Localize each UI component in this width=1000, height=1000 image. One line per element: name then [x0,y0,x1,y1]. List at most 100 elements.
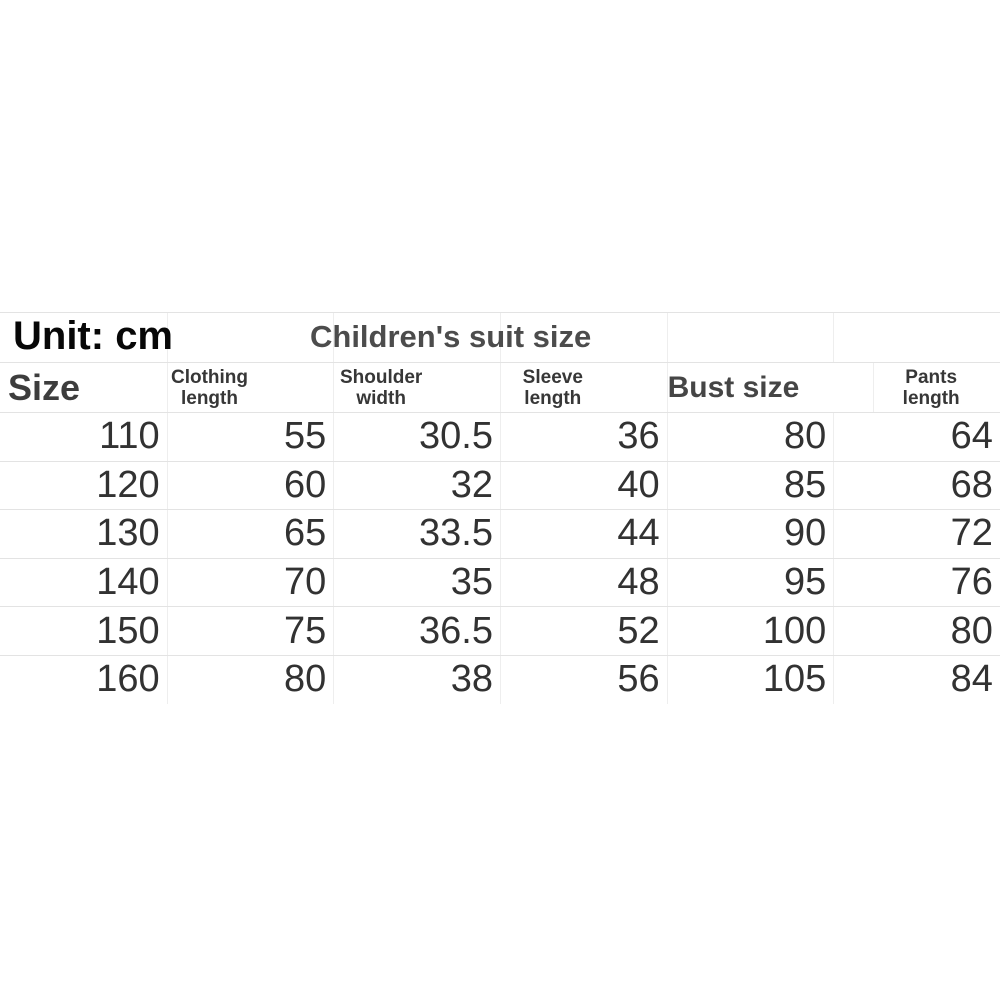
pants-length-cell: 80 [833,607,1000,655]
table-row: 120 60 32 40 85 68 [0,460,1000,510]
title-row-cell [333,313,500,362]
size-value: 160 [96,658,160,701]
clothing-length-cell: 70 [166,558,334,607]
clothing-length-value: 55 [284,415,327,458]
header-line: Shoulder [339,366,423,388]
col-header-shoulder-width: Shoulder width [333,363,500,412]
sleeve-length-value: 40 [617,463,660,506]
pants-length-value: 64 [950,415,993,458]
sleeve-length-cell: 40 [499,461,667,510]
shoulder-width-cell: 36.5 [333,607,500,655]
bust-cell: 100 [666,607,834,655]
clothing-length-value: 75 [284,609,327,652]
col-header-sleeve-length: Sleeve length [499,363,667,412]
shoulder-width-cell: 38 [333,655,500,704]
clothing-length-cell: 65 [166,510,334,558]
size-value: 120 [96,463,160,506]
title-row [0,312,1000,362]
bust-cell: 105 [666,655,834,704]
sleeve-length-cell: 36 [499,413,667,461]
header-line: Pants [905,366,958,388]
sleeve-length-value: 56 [617,658,660,701]
col-header-bust-size: Bust size [666,363,874,412]
shoulder-width-value: 38 [450,658,493,701]
size-chart-table: Unit: cm Children's suit size Size Cloth… [0,312,1000,704]
clothing-length-cell: 80 [166,655,334,704]
pants-length-cell: 76 [833,558,1000,607]
pants-length-value: 68 [950,463,993,506]
sleeve-length-cell: 48 [499,558,667,607]
shoulder-width-value: 33.5 [419,512,493,555]
header-row: Size Clothing length Shoulder width Slee… [0,362,1000,412]
shoulder-width-value: 32 [450,463,493,506]
clothing-length-value: 70 [284,561,327,604]
sleeve-length-value: 48 [617,561,660,604]
clothing-length-cell: 75 [166,607,334,655]
size-cell: 120 [0,462,167,510]
pants-length-cell: 64 [833,413,1000,461]
bust-header-label: Bust size [667,371,800,404]
bust-cell: 85 [666,461,834,510]
sleeve-length-cell: 56 [499,655,667,704]
pants-length-cell: 72 [833,510,1000,558]
title-row-cell [499,313,667,362]
bust-value: 95 [784,561,827,604]
table-row: 160 80 38 56 105 84 [0,654,1000,704]
size-value: 110 [99,415,160,458]
size-cell: 110 [0,413,167,461]
bust-value: 90 [784,512,827,555]
table-row: 140 70 35 48 95 76 [0,557,1000,607]
table-row: 150 75 36.5 52 100 80 [0,606,1000,655]
header-line: length [902,387,960,409]
sleeve-length-cell: 44 [499,510,667,558]
header-line: width [356,387,406,409]
pants-length-value: 80 [950,609,993,652]
bust-cell: 95 [666,558,834,607]
size-value: 140 [96,561,160,604]
pants-length-cell: 68 [833,461,1000,510]
table-row: 110 55 30.5 36 80 64 [0,412,1000,461]
title-row-cell [833,313,1000,362]
clothing-length-value: 65 [284,512,327,555]
bust-cell: 90 [666,510,834,558]
sleeve-length-cell: 52 [499,607,667,655]
header-line: Sleeve [522,366,583,388]
header-line: Clothing [170,366,248,388]
clothing-length-value: 60 [284,463,327,506]
shoulder-width-cell: 33.5 [333,510,500,558]
shoulder-width-cell: 30.5 [333,413,500,461]
shoulder-width-value: 30.5 [419,415,493,458]
header-line: length [180,387,238,409]
col-header-pants-length: Pants length [873,363,1000,412]
pants-length-value: 84 [950,658,993,701]
bust-value: 105 [762,658,827,701]
table-row: 130 65 33.5 44 90 72 [0,509,1000,558]
bust-value: 80 [784,415,827,458]
pants-length-cell: 84 [833,655,1000,704]
shoulder-width-value: 36.5 [419,609,493,652]
header-line: length [524,387,582,409]
pants-length-value: 76 [950,561,993,604]
col-header-clothing-length: Clothing length [166,363,334,412]
shoulder-width-value: 35 [450,561,493,604]
size-header-label: Size [8,366,81,408]
clothing-length-value: 80 [284,658,327,701]
sleeve-length-value: 52 [617,609,660,652]
size-cell: 140 [0,559,167,607]
sleeve-length-value: 44 [617,512,660,555]
page-title: Children's suit size [310,318,592,354]
clothing-length-cell: 60 [166,461,334,510]
pants-length-value: 72 [950,512,993,555]
clothing-length-cell: 55 [166,413,334,461]
size-cell: 160 [0,656,167,704]
bust-cell: 80 [666,413,834,461]
size-value: 130 [96,512,160,555]
bust-value: 85 [784,463,827,506]
sleeve-length-value: 36 [617,415,660,458]
size-cell: 130 [0,510,167,558]
unit-label: Unit: cm [13,314,173,358]
title-row-cell [166,313,334,362]
col-header-size: Size [0,363,167,412]
shoulder-width-cell: 35 [333,558,500,607]
